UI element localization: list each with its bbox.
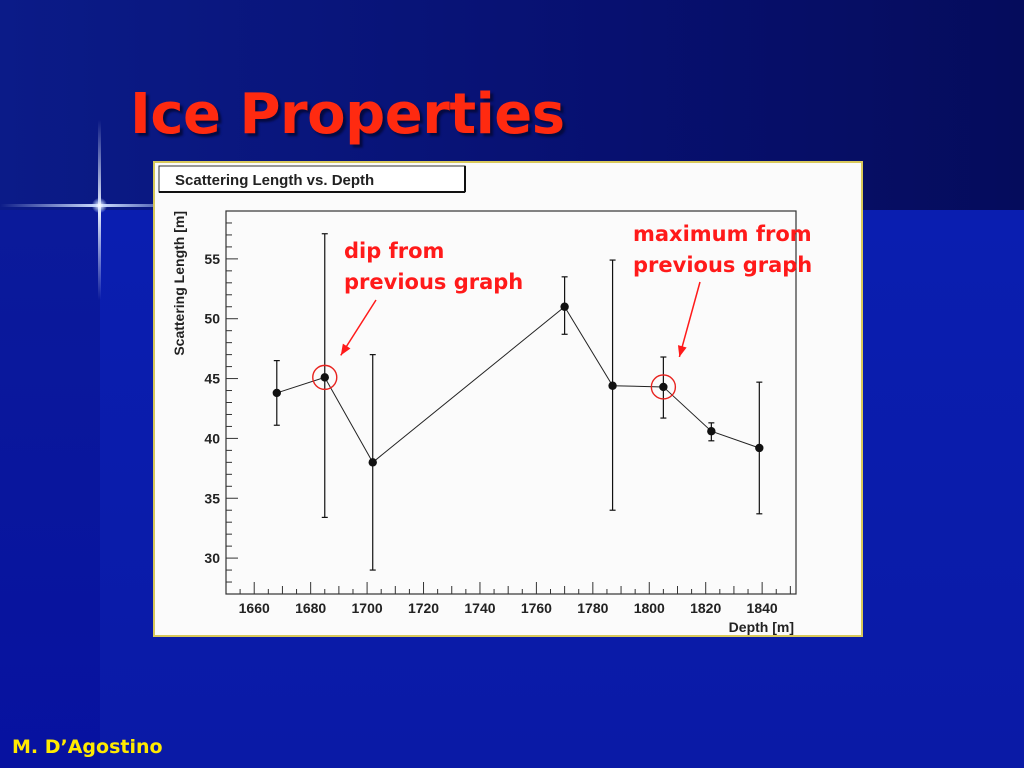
annotation-dip-line1: dip from [344, 239, 445, 263]
x-tick-label: 1760 [521, 600, 552, 616]
chart-title: Scattering Length vs. Depth [175, 172, 374, 189]
highlight-circle [312, 364, 338, 391]
y-tick-label: 45 [204, 371, 220, 387]
chart-title-box [158, 165, 466, 193]
x-tick-label: 1840 [747, 600, 778, 616]
data-point [608, 381, 617, 390]
data-point [659, 382, 668, 392]
y-tick-label: 55 [204, 251, 220, 267]
x-tick-label: 1800 [634, 600, 665, 616]
series-line [276, 306, 760, 464]
data-point [707, 427, 716, 436]
x-tick-label: 1720 [408, 600, 439, 616]
slide-title: Ice Properties [130, 82, 565, 147]
light-flare-center [92, 198, 107, 213]
x-tick-label: 1700 [352, 600, 383, 616]
data-point [368, 458, 377, 467]
author-name: M. D’Agostino [12, 736, 163, 758]
y-tick-label: 40 [204, 430, 220, 446]
data-point [272, 388, 281, 398]
data-point [755, 443, 764, 453]
x-tick-label: 1660 [239, 600, 270, 616]
data-point [560, 302, 569, 311]
x-tick-label: 1780 [577, 600, 608, 616]
x-tick-label: 1820 [690, 600, 721, 616]
highlight-circle [650, 374, 677, 400]
y-tick-label: 30 [204, 550, 220, 566]
scatter-chart: Scattering Length vs. Depth 1660 1680 1700 1… [158, 165, 797, 635]
annotation-dip-line2: previous graph [344, 270, 524, 294]
annotation-maximum-line1: maximum from [633, 222, 812, 246]
y-axis-label: Scattering Length [m] [171, 211, 187, 356]
background-left-band [0, 210, 100, 768]
x-tick-label: 1740 [464, 600, 495, 616]
annotation-maximum: maximum from previous graph [633, 219, 812, 281]
x-axis-label: Depth [m] [729, 619, 794, 635]
y-tick-label: 35 [204, 490, 220, 506]
chart-panel: Scattering Length vs. Depth 1660 1680 1700 1… [153, 161, 863, 637]
y-tick-label: 50 [204, 311, 220, 327]
light-flare-horizontal [0, 204, 180, 207]
data-point [320, 373, 329, 382]
x-tick-label: 1680 [295, 600, 326, 616]
annotation-dip: dip from previous graph [344, 236, 523, 298]
annotation-maximum-line2: previous graph [633, 253, 813, 277]
